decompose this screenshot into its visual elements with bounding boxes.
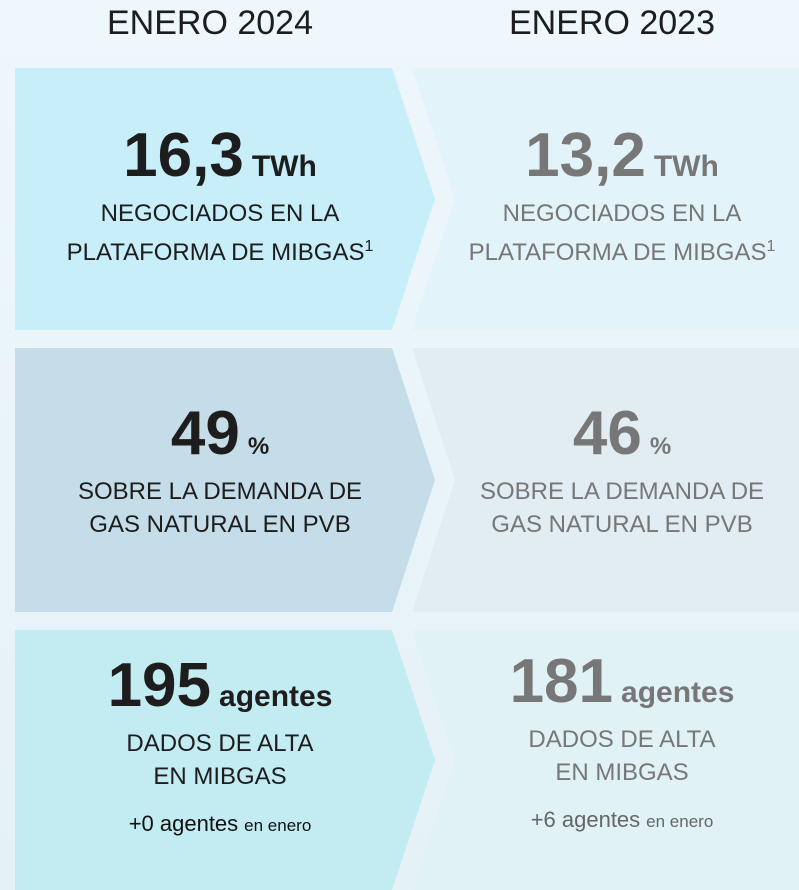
card-bg bbox=[412, 630, 799, 890]
value-line: 181 agentes bbox=[427, 646, 799, 717]
note-text: en enero bbox=[244, 816, 312, 835]
card-bg bbox=[15, 348, 435, 612]
column-header: ENERO 2024 bbox=[107, 4, 313, 42]
label: DADOS DE ALTA EN MIBGAS bbox=[25, 727, 415, 793]
label-text: GAS NATURAL EN PVB bbox=[491, 511, 753, 538]
note-bold: +0 agentes bbox=[128, 811, 239, 836]
footnote-mark: 1 bbox=[766, 238, 776, 255]
value: 13,2 bbox=[525, 121, 646, 190]
card-bg bbox=[412, 348, 799, 612]
value: 49 bbox=[170, 399, 240, 468]
label-text: GAS NATURAL EN PVB bbox=[89, 511, 351, 538]
value-line: 13,2 TWh bbox=[427, 120, 799, 191]
card-bg bbox=[412, 68, 799, 330]
label: SOBRE LA DEMANDA DE GAS NATURAL EN PVB bbox=[427, 475, 799, 541]
value: 16,3 bbox=[123, 121, 244, 190]
label-text: SOBRE LA DEMANDA DE bbox=[479, 478, 765, 505]
label-text: NEGOCIADOS EN LA bbox=[502, 200, 742, 227]
label-text: PLATAFORMA DE MIBGAS bbox=[468, 239, 767, 266]
value: 181 bbox=[509, 647, 614, 716]
label-text: EN MIBGAS bbox=[555, 759, 689, 786]
label-line: NEGOCIADOS EN LA bbox=[427, 197, 799, 230]
card: 46% SOBRE LA DEMANDA DE GAS NATURAL EN PVB bbox=[427, 398, 799, 541]
label-text: PLATAFORMA DE MIBGAS bbox=[66, 239, 365, 266]
value: 46 bbox=[572, 399, 642, 468]
card-bg bbox=[15, 630, 435, 890]
label-text: DADOS DE ALTA bbox=[528, 726, 716, 753]
label: SOBRE LA DEMANDA DE GAS NATURAL EN PVB bbox=[25, 475, 415, 541]
note: +6 agentes en enero bbox=[427, 807, 799, 833]
label-line: EN MIBGAS bbox=[25, 760, 415, 793]
note-text: en enero bbox=[646, 812, 714, 831]
card: 49% SOBRE LA DEMANDA DE GAS NATURAL EN PVB bbox=[25, 398, 415, 541]
label-line: GAS NATURAL EN PVB bbox=[25, 508, 415, 541]
label: NEGOCIADOS EN LA PLATAFORMA DE MIBGAS1 bbox=[427, 197, 799, 269]
label-line: DADOS DE ALTA bbox=[427, 723, 799, 756]
label-text: SOBRE LA DEMANDA DE bbox=[77, 478, 363, 505]
column-header: ENERO 2023 bbox=[509, 4, 715, 42]
card: 13,2 TWh NEGOCIADOS EN LA PLATAFORMA DE MIB… bbox=[427, 120, 799, 269]
value: 195 bbox=[107, 651, 212, 720]
label-line: SOBRE LA DEMANDA DE bbox=[25, 475, 415, 508]
label-line: GAS NATURAL EN PVB bbox=[427, 508, 799, 541]
unit: % bbox=[247, 433, 270, 460]
label-line: EN MIBGAS bbox=[427, 756, 799, 789]
label-text: NEGOCIADOS EN LA bbox=[100, 200, 340, 227]
label: DADOS DE ALTA EN MIBGAS bbox=[427, 723, 799, 789]
note: +0 agentes en enero bbox=[25, 811, 415, 837]
value-line: 195 agentes bbox=[25, 650, 415, 721]
card-bg bbox=[15, 68, 435, 330]
card: 195 agentes DADOS DE ALTA EN MIBGAS +0 agent… bbox=[25, 650, 415, 837]
label: NEGOCIADOS EN LA PLATAFORMA DE MIBGAS1 bbox=[25, 197, 415, 269]
value-line: 49% bbox=[25, 398, 415, 469]
unit: TWh bbox=[251, 150, 317, 183]
value-line: 46% bbox=[427, 398, 799, 469]
label-text: EN MIBGAS bbox=[153, 763, 287, 790]
footnote-mark: 1 bbox=[364, 238, 374, 255]
card: 16,3 TWh NEGOCIADOS EN LA PLATAFORMA DE MIB… bbox=[25, 120, 415, 269]
label-line: PLATAFORMA DE MIBGAS1 bbox=[25, 230, 415, 269]
unit: agentes bbox=[621, 676, 735, 709]
label-line: PLATAFORMA DE MIBGAS1 bbox=[427, 230, 799, 269]
unit: % bbox=[649, 433, 672, 460]
label-line: DADOS DE ALTA bbox=[25, 727, 415, 760]
card: 181 agentes DADOS DE ALTA EN MIBGAS +6 agent… bbox=[427, 646, 799, 833]
label-text: DADOS DE ALTA bbox=[126, 730, 314, 757]
unit: agentes bbox=[219, 680, 333, 713]
note-bold: +6 agentes bbox=[530, 807, 641, 832]
value-line: 16,3 TWh bbox=[25, 120, 415, 191]
unit: TWh bbox=[653, 150, 719, 183]
label-line: NEGOCIADOS EN LA bbox=[25, 197, 415, 230]
label-line: SOBRE LA DEMANDA DE bbox=[427, 475, 799, 508]
